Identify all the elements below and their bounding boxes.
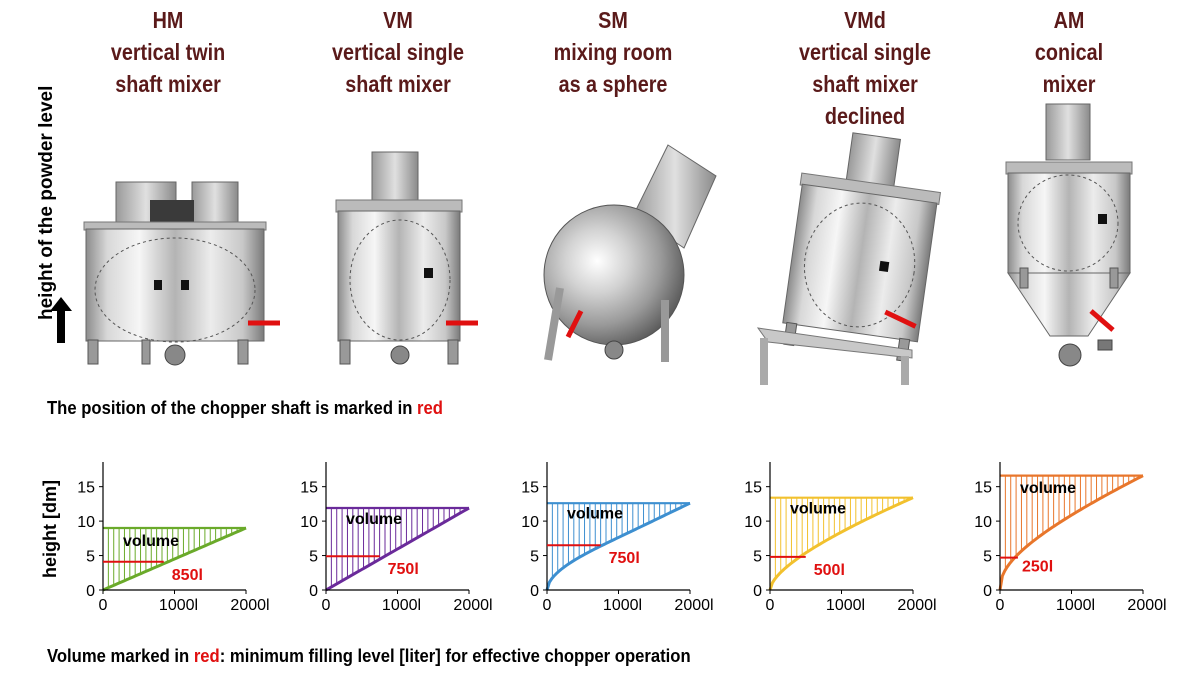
mixer-desc-line: shaft mixer	[345, 71, 451, 97]
x-tick-label: 0	[766, 597, 775, 614]
x-tick-label: 2000l	[674, 597, 713, 614]
y-tick-label: 15	[300, 480, 318, 497]
am-mixer-illustration	[1005, 103, 1133, 367]
y-tick-label: 0	[753, 583, 762, 600]
volume-curve	[768, 496, 914, 591]
y-tick-label: 15	[974, 480, 992, 497]
volume-curve	[545, 501, 691, 591]
y-tick-label: 0	[530, 583, 539, 600]
y-tick-label: 10	[521, 514, 539, 531]
chart-vmd: 0 5 10 15 0 1000l 2000l 500l volume	[744, 462, 937, 614]
y-tick-label: 5	[983, 549, 992, 566]
mixer-desc-line: vertical single	[799, 39, 931, 65]
x-tick-label: 0	[322, 597, 331, 614]
mixer-code: AM	[1053, 7, 1085, 33]
volume-label: volume	[346, 511, 402, 528]
mixer-desc-line: as a sphere	[558, 71, 668, 97]
min-fill-label: 850l	[172, 567, 203, 584]
mixer-code: HM	[152, 7, 184, 33]
y-tick-label: 5	[530, 549, 539, 566]
x-tick-label: 0	[996, 597, 1005, 614]
x-tick-label: 2000l	[230, 597, 269, 614]
x-tick-label: 1000l	[382, 597, 421, 614]
mixer-code: SM	[598, 7, 628, 33]
x-tick-label: 2000l	[1127, 597, 1166, 614]
hm-mixer-illustration	[83, 181, 280, 366]
volume-curve	[102, 526, 247, 592]
chart-hm: 0 5 10 15 0 1000l 2000l 850l volume	[77, 462, 270, 614]
volume-curve	[325, 506, 470, 592]
x-tick-label: 2000l	[453, 597, 492, 614]
vmd-mixer-illustration	[782, 132, 942, 363]
mixer-desc-line: shaft mixer	[812, 71, 918, 97]
chart-vm: 0 5 10 15 0 1000l 2000l 750l volume	[300, 462, 493, 614]
x-tick-label: 1000l	[826, 597, 865, 614]
mixer-desc-line: shaft mixer	[115, 71, 221, 97]
y-tick-label: 10	[974, 514, 992, 531]
mixer-illustrations	[83, 103, 1133, 385]
vm-mixer-illustration	[335, 151, 478, 365]
chopper-position-caption: The position of the chopper shaft is mar…	[47, 397, 443, 419]
min-fill-label: 750l	[609, 550, 640, 567]
y-tick-label: 5	[309, 549, 318, 566]
caption-highlight: red	[193, 645, 220, 666]
y-tick-label: 5	[753, 549, 762, 566]
x-tick-label: 2000l	[897, 597, 936, 614]
mixer-code: VMd	[844, 7, 886, 33]
mixer-title-vmd: VMd vertical single shaft mixer declined	[788, 4, 943, 132]
volume-caption: Volume marked in red: minimum filling le…	[47, 645, 691, 667]
x-tick-label: 1000l	[603, 597, 642, 614]
min-fill-label: 750l	[388, 561, 419, 578]
min-fill-label: 250l	[1022, 559, 1053, 576]
y-tick-label: 15	[77, 480, 95, 497]
y-tick-label: 0	[983, 583, 992, 600]
y-tick-label: 15	[744, 480, 762, 497]
mixer-desc-line: vertical twin	[110, 39, 226, 65]
volume-label: volume	[1020, 480, 1076, 497]
min-fill-label: 500l	[814, 562, 845, 579]
mixer-title-sm: SM mixing room as a sphere	[536, 4, 691, 100]
mixer-title-vm: VM vertical single shaft mixer	[321, 4, 476, 100]
caption-text: : minimum filling level [liter] for effe…	[219, 645, 691, 666]
x-tick-label: 0	[543, 597, 552, 614]
volume-label: volume	[123, 533, 179, 550]
volume-curve	[998, 474, 1144, 591]
y-tick-label: 10	[300, 514, 318, 531]
y-tick-label: 5	[86, 549, 95, 566]
chart-am: 0 5 10 15 0 1000l 2000l 250l volume	[974, 462, 1167, 614]
y-tick-label: 15	[521, 480, 539, 497]
caption-text: Volume marked in	[47, 645, 194, 666]
x-tick-label: 1000l	[1056, 597, 1095, 614]
up-arrow-icon	[50, 297, 72, 343]
mixer-code: VM	[383, 7, 413, 33]
sm-mixer-illustration	[543, 144, 717, 362]
mixer-desc-line: declined	[824, 103, 906, 129]
mixer-title-am: AM conical mixer	[992, 4, 1147, 100]
x-tick-label: 0	[99, 597, 108, 614]
caption-text: The position of the chopper shaft is mar…	[47, 397, 418, 418]
chart-sm: 0 5 10 15 0 1000l 2000l 750l volume	[521, 462, 714, 614]
y-tick-label: 0	[309, 583, 318, 600]
caption-highlight: red	[417, 397, 443, 418]
mixer-desc-line: mixer	[1042, 71, 1096, 97]
fill-level-charts: 0 5 10 15 0 1000l 2000l 850l volume 0 5 10 15 0 1000l 2…	[77, 462, 1167, 614]
y-tick-label: 0	[86, 583, 95, 600]
mixer-desc-line: vertical single	[332, 39, 464, 65]
x-tick-label: 1000l	[159, 597, 198, 614]
volume-label: volume	[567, 505, 623, 522]
mixer-desc-line: mixing room	[553, 39, 673, 65]
y-tick-label: 10	[77, 514, 95, 531]
y-tick-label: 10	[744, 514, 762, 531]
volume-label: volume	[790, 501, 846, 518]
mixer-desc-line: conical	[1034, 39, 1104, 65]
mixer-title-hm: HM vertical twin shaft mixer	[91, 4, 246, 100]
